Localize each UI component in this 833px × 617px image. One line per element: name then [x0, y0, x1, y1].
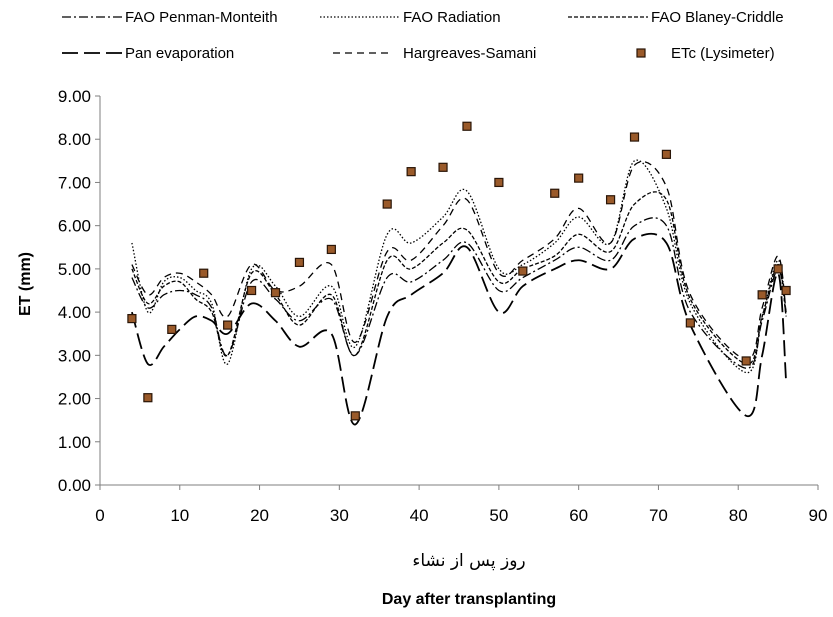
- y-tick-label: 8.00: [58, 130, 91, 149]
- lysimeter-point: [438, 162, 448, 172]
- lysimeter-point: [661, 149, 672, 159]
- lysimeter-point: [406, 167, 416, 177]
- lysimeter-point: [127, 313, 137, 324]
- lysimeter-point: [199, 268, 209, 278]
- x-axis-title-fa: روز پس از نشاء: [412, 551, 525, 571]
- y-tick-label: 5.00: [58, 260, 91, 279]
- legend-marker-lysimeter: [636, 48, 646, 58]
- legend: FAO Penman-Monteith FAO Radiation FAO Blan…: [62, 9, 784, 62]
- legend-label-lysimeter: ETc (Lysimeter): [671, 45, 775, 62]
- lysimeter-point: [382, 199, 392, 209]
- y-tick-label: 9.00: [58, 87, 91, 106]
- series-line-2: [131, 159, 787, 374]
- y-tick-label: 7.00: [58, 173, 91, 192]
- lysimeter-point: [326, 244, 336, 255]
- series-line-3: [131, 191, 787, 365]
- legend-label-2: FAO Radiation: [403, 9, 501, 26]
- series-line-1: [131, 217, 787, 369]
- lysimeter-point: [494, 177, 504, 188]
- y-tick-label: 3.00: [58, 346, 91, 365]
- x-tick-label: 30: [330, 506, 349, 525]
- x-axis-title: Day after transplanting: [382, 591, 556, 608]
- y-axis-title: ET (mm): [17, 252, 34, 316]
- lysimeter-point: [781, 285, 791, 296]
- lysimeter-point: [757, 290, 767, 300]
- y-tick-label: 1.00: [58, 433, 91, 452]
- lysimeter-point: [246, 285, 257, 296]
- x-tick-label: 60: [569, 506, 588, 525]
- legend-label-5: Hargreaves-Samani: [403, 45, 536, 62]
- x-tick-label: 40: [410, 506, 429, 525]
- lysimeter-point: [350, 411, 360, 421]
- x-tick-label: 90: [809, 506, 828, 525]
- x-tick-label: 70: [649, 506, 668, 525]
- lysimeter-point: [550, 188, 560, 198]
- lysimeter-point: [741, 356, 751, 366]
- y-tick-label: 4.00: [58, 303, 91, 322]
- x-tick-label: 80: [729, 506, 748, 525]
- lysimeter-point: [223, 320, 233, 330]
- legend-label-1: FAO Penman-Monteith: [125, 9, 278, 26]
- lysimeter-point: [143, 393, 153, 403]
- x-tick-label: 0: [95, 506, 104, 525]
- y-tick-label: 0.00: [58, 476, 91, 495]
- lysimeter-point: [605, 195, 616, 205]
- x-tick-label: 50: [489, 506, 508, 525]
- lysimeter-point: [294, 257, 305, 268]
- lysimeter-point: [462, 121, 472, 131]
- lysimeter-point: [685, 318, 695, 328]
- legend-label-4: Pan evaporation: [125, 45, 234, 62]
- x-tick-label: 20: [250, 506, 269, 525]
- lysimeter-point: [270, 288, 281, 298]
- lysimeter-point: [518, 266, 528, 276]
- y-tick-label: 6.00: [58, 217, 91, 236]
- series-line-5: [131, 160, 787, 361]
- lysimeter-point: [773, 264, 783, 274]
- plot-series: [131, 159, 787, 426]
- plot-points: [127, 121, 791, 421]
- legend-label-3: FAO Blaney-Criddle: [651, 9, 784, 26]
- y-tick-label: 2.00: [58, 390, 91, 409]
- lysimeter-point: [167, 324, 177, 334]
- lysimeter-point: [629, 132, 640, 142]
- x-tick-label: 10: [170, 506, 189, 525]
- axes: 0.00 1.00 2.00 3.00 4.00 5.00 6.00 7.00 8.00 9.00…: [58, 87, 828, 525]
- lysimeter-point: [574, 173, 584, 183]
